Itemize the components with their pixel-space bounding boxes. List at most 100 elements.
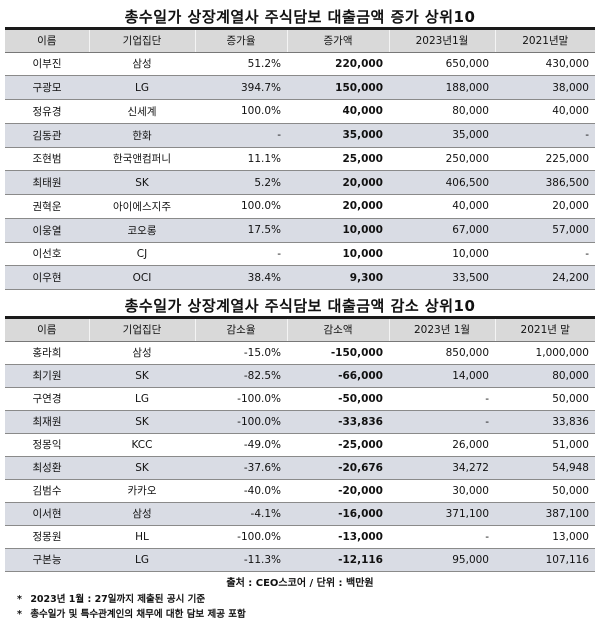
- header-name: 이름: [5, 319, 89, 342]
- cell-amount: -25,000: [287, 433, 389, 457]
- cell-2023: 14,000: [389, 364, 495, 388]
- cell-rate: 100.0%: [195, 99, 287, 124]
- cell-rate: -4.1%: [195, 502, 287, 526]
- header-2021: 2021년말: [494, 30, 595, 53]
- cell-rate: 11.1%: [195, 147, 287, 172]
- cell-2023: 33,500: [389, 265, 495, 290]
- table-row: 정몽익 KCC -49.0% -25,000 26,000 51,000: [5, 433, 595, 457]
- cell-rate: -82.5%: [195, 364, 287, 388]
- cell-group: 아이에스지주: [89, 194, 195, 219]
- cell-2021: 13,000: [495, 525, 595, 549]
- cell-name: 최태원: [5, 170, 89, 195]
- cell-2021: 24,200: [495, 265, 595, 290]
- footer: 출처 : CEO스코어 / 단위 : 백만원 * 2023년 1월 : 27일까…: [5, 576, 595, 622]
- cell-group: CJ: [89, 242, 195, 267]
- cell-name: 김동관: [5, 123, 89, 148]
- cell-group: SK: [89, 170, 195, 195]
- cell-2021: 225,000: [495, 147, 595, 172]
- header-name: 이름: [5, 30, 89, 53]
- cell-2023: 10,000: [389, 242, 495, 267]
- cell-2021: 50,000: [495, 479, 595, 503]
- cell-2023: 35,000: [389, 123, 495, 148]
- cell-2023: 34,272: [389, 456, 495, 480]
- table-row: 이선호 CJ -10,000 10,000-: [5, 242, 595, 267]
- cell-group: LG: [89, 75, 195, 100]
- note-text: 2023년 1월 : 27일까지 제출된 공시 기준: [30, 593, 206, 605]
- cell-2021: 54,948: [495, 456, 595, 480]
- cell-group: OCI: [89, 265, 195, 290]
- cell-amount: 9,300: [287, 265, 389, 290]
- cell-group: SK: [89, 364, 195, 388]
- table-row: 구연경 LG -100.0% -50,000-50,000: [5, 387, 595, 411]
- cell-rate: 17.5%: [195, 218, 287, 243]
- source-line: 출처 : CEO스코어 / 단위 : 백만원: [226, 577, 374, 589]
- cell-2021: 40,000: [495, 99, 595, 124]
- cell-group: SK: [89, 456, 195, 480]
- cell-group: 신세계: [89, 99, 195, 124]
- increase-header-row: 이름 기업집단 증가율 증가액 2023년1월 2021년말: [5, 30, 595, 53]
- cell-2021: 20,000: [495, 194, 595, 219]
- cell-2023: -: [389, 387, 495, 411]
- header-group: 기업집단: [88, 319, 195, 342]
- cell-2021: 38,000: [495, 75, 595, 100]
- cell-group: 삼성: [89, 341, 195, 365]
- cell-group: LG: [89, 387, 195, 411]
- note-bullet: *: [17, 608, 22, 620]
- cell-group: KCC: [89, 433, 195, 457]
- cell-2023: 850,000: [389, 341, 495, 365]
- table-row: 권혁운 아이에스지주 100.0% 20,000 40,000 20,000: [5, 194, 595, 219]
- cell-2021: 386,500: [495, 170, 595, 195]
- cell-amount: -150,000: [287, 341, 389, 365]
- cell-2021: 430,000: [495, 52, 595, 77]
- table-row: 구광모 LG 394.7% 150,000 188,000 38,000: [5, 75, 595, 100]
- cell-group: HL: [89, 525, 195, 549]
- cell-2021: -: [495, 123, 595, 148]
- table-row: 구본능 LG -11.3% -12,116 95,000 107,116: [5, 548, 595, 572]
- header-amount: 감소액: [286, 319, 389, 342]
- cell-2023: 406,500: [389, 170, 495, 195]
- cell-2021: 57,000: [495, 218, 595, 243]
- cell-2021: 51,000: [495, 433, 595, 457]
- cell-amount: -33,836: [287, 410, 389, 434]
- cell-rate: -49.0%: [195, 433, 287, 457]
- cell-2021: 387,100: [495, 502, 595, 526]
- cell-rate: -40.0%: [195, 479, 287, 503]
- cell-name: 최기원: [5, 364, 89, 388]
- cell-group: 카카오: [89, 479, 195, 503]
- cell-2023: 40,000: [389, 194, 495, 219]
- cell-2021: 107,116: [495, 548, 595, 572]
- cell-name: 홍라희: [5, 341, 89, 365]
- decrease-table: 이름 기업집단 감소율 감소액 2023년 1월 2021년 말 홍라희 삼성 -1…: [5, 319, 595, 572]
- cell-name: 이선호: [5, 242, 89, 267]
- cell-amount: -16,000: [287, 502, 389, 526]
- cell-name: 권혁운: [5, 194, 89, 219]
- note-line: * 2023년 1월 : 27일까지 제출된 공시 기준: [5, 592, 595, 607]
- cell-name: 이부진: [5, 52, 89, 77]
- cell-amount: -13,000: [287, 525, 389, 549]
- cell-name: 정유경: [5, 99, 89, 124]
- note-line: * 총수일가 및 특수관계인의 채무에 대한 담보 제공 포함: [5, 607, 595, 622]
- cell-rate: 38.4%: [195, 265, 287, 290]
- cell-rate: 5.2%: [195, 170, 287, 195]
- table-row: 이우현 OCI 38.4% 9,300 33,500 24,200: [5, 265, 595, 290]
- header-2021: 2021년 말: [494, 319, 595, 342]
- cell-amount: -20,676: [287, 456, 389, 480]
- cell-2021: 1,000,000: [495, 341, 595, 365]
- table-row: 최기원 SK -82.5% -66,000 14,000 80,000: [5, 364, 595, 388]
- cell-2023: 67,000: [389, 218, 495, 243]
- cell-amount: 150,000: [287, 75, 389, 100]
- header-rate: 감소율: [194, 319, 287, 342]
- cell-amount: 10,000: [287, 218, 389, 243]
- cell-group: LG: [89, 548, 195, 572]
- increase-table-body: 이부진 삼성 51.2% 220,000 650,000 430,000 구광모 LG 394.…: [5, 52, 595, 290]
- table-row: 김범수 카카오 -40.0% -20,000 30,000 50,000: [5, 479, 595, 503]
- cell-rate: -: [195, 242, 287, 267]
- cell-rate: -100.0%: [195, 410, 287, 434]
- cell-group: 코오롱: [89, 218, 195, 243]
- cell-2021: 50,000: [495, 387, 595, 411]
- cell-2023: 30,000: [389, 479, 495, 503]
- header-rate: 증가율: [194, 30, 287, 53]
- cell-amount: 35,000: [287, 123, 389, 148]
- cell-rate: 51.2%: [195, 52, 287, 77]
- cell-group: 삼성: [89, 502, 195, 526]
